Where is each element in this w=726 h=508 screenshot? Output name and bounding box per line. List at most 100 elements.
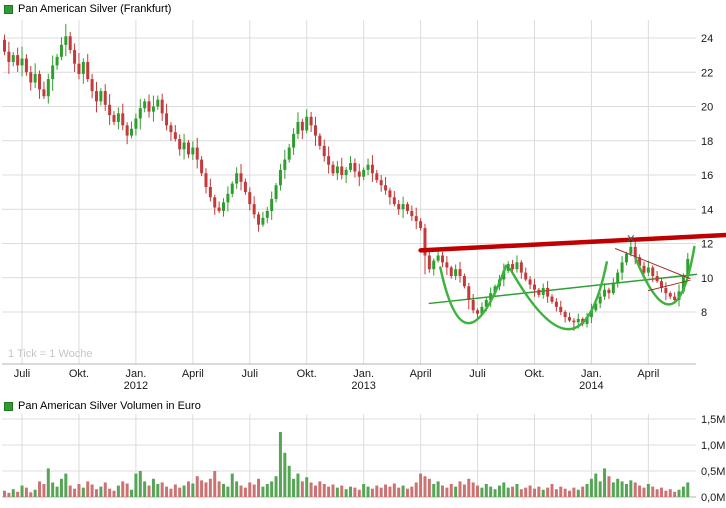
volume-bar (257, 478, 261, 497)
candle-body (436, 255, 440, 261)
volume-bar (410, 486, 414, 497)
candle-body (524, 272, 528, 280)
candle-body (484, 300, 488, 307)
candle-body (532, 284, 536, 290)
volume-bar (375, 485, 379, 497)
candle-body (143, 101, 147, 109)
candle-body (217, 207, 221, 211)
candle-body (138, 108, 142, 119)
volume-bar (370, 488, 374, 497)
volume-bar (484, 484, 488, 497)
candle-body (423, 228, 427, 256)
volume-bar (217, 481, 221, 497)
candle-body (239, 173, 243, 182)
candle-body (235, 173, 239, 184)
price-axis-label: 10 (701, 273, 713, 285)
candle-body (270, 198, 274, 211)
volume-bar (90, 484, 94, 497)
volume-bar (3, 490, 6, 497)
tick-note-watermark: 1 Tick = 1 Woche (8, 348, 92, 360)
volume-bar (292, 478, 296, 497)
candle-body (230, 183, 234, 194)
price-axis-label: 12 (701, 239, 713, 251)
cup-pattern-arc (633, 245, 696, 306)
volume-bar (200, 480, 204, 497)
wedge-line (615, 248, 691, 280)
volume-bar (340, 485, 344, 497)
volume-bar (230, 473, 234, 497)
volume-bar (620, 481, 624, 497)
volume-bar (362, 484, 366, 497)
volume-bar (528, 485, 532, 497)
volume-bar (432, 484, 436, 497)
candle-body (64, 36, 68, 45)
candle-body (165, 113, 169, 126)
candle-body (668, 293, 672, 297)
volume-bar (143, 481, 147, 497)
price-chart-legend: Pan American Silver (Frankfurt) (4, 3, 171, 15)
candle-body (633, 246, 637, 258)
volume-bar (651, 486, 655, 497)
volume-bar (191, 483, 195, 497)
volume-bar (344, 489, 348, 497)
candle-body (3, 39, 6, 52)
candle-body (51, 65, 55, 80)
x-axis-month-label: Okt. (524, 368, 544, 380)
volume-bar (559, 486, 563, 497)
candle-body (313, 125, 317, 136)
candle-body (29, 72, 33, 83)
candle-body (642, 265, 646, 273)
volume-bar (541, 489, 545, 497)
candle-body (594, 303, 598, 311)
volume-bar (563, 488, 567, 497)
x-axis-month-label: Juli (469, 368, 486, 380)
volume-bar (156, 484, 160, 497)
candle-body (651, 267, 655, 277)
candle-body (265, 210, 269, 218)
volume-bar (116, 485, 120, 497)
candle-body (506, 264, 510, 271)
volume-bar (677, 489, 681, 497)
x-axis-month-label: Juli (242, 368, 259, 380)
candle-body (305, 116, 309, 131)
candle-body (344, 169, 348, 175)
candle-body (603, 289, 607, 297)
candle-body (327, 156, 331, 165)
volume-bar (173, 484, 177, 497)
volume-bar (24, 487, 28, 497)
volume-bar (274, 476, 278, 497)
volume-bar (532, 488, 536, 497)
candle-body (462, 276, 466, 287)
candle-body (546, 288, 550, 297)
volume-bar (64, 473, 68, 497)
candle-body (476, 310, 480, 314)
volume-bar (546, 487, 550, 497)
volume-bar (384, 484, 388, 497)
candle-body (186, 142, 190, 155)
candle-body (7, 51, 11, 62)
volume-bar (642, 487, 646, 497)
candle-body (73, 49, 77, 64)
volume-bar (103, 482, 107, 497)
volume-bar (283, 452, 287, 497)
candle-body (322, 145, 326, 157)
candle-body (55, 56, 59, 66)
volume-bar (353, 487, 357, 497)
volume-bar (195, 476, 199, 497)
volume-bar (506, 487, 510, 497)
candle-body (681, 276, 685, 292)
candle-body (318, 135, 322, 146)
volume-bar (349, 486, 353, 497)
cup-pattern-arc (439, 264, 508, 325)
volume-bar (222, 484, 225, 497)
volume-bar (73, 488, 77, 497)
candle-body (664, 288, 668, 294)
candle-body (16, 55, 20, 66)
volume-bar (401, 485, 405, 497)
volume-bar (182, 485, 186, 497)
candle-body (349, 163, 353, 170)
volume-bar (454, 486, 458, 497)
candle-body (300, 121, 304, 131)
volume-bar (42, 484, 46, 497)
candle-body (410, 210, 414, 217)
